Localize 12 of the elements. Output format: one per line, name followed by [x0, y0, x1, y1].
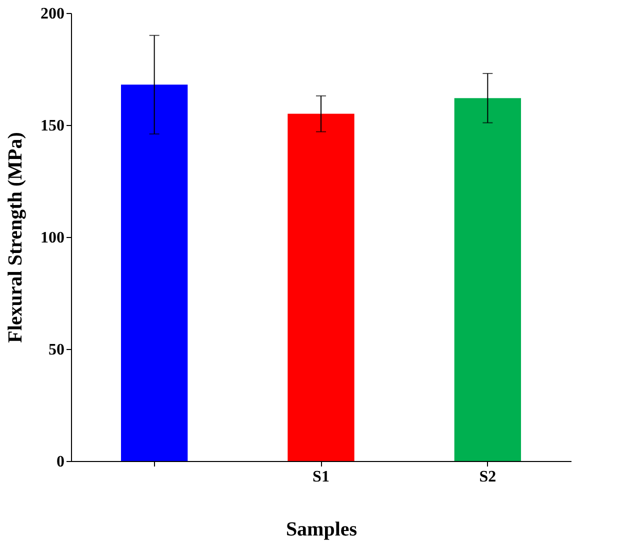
y-axis-title: Flexural Strength (MPa) — [4, 132, 26, 343]
y-tick-label: 50 — [48, 342, 64, 358]
x-tick-label: S1 — [312, 468, 330, 486]
bar — [454, 98, 521, 461]
y-tick-label: 0 — [56, 454, 64, 470]
x-axis-title: Samples — [286, 518, 358, 540]
y-tick-label: 150 — [40, 118, 64, 134]
y-tick-label: 100 — [40, 230, 64, 246]
y-tick-label: 200 — [40, 6, 64, 22]
bar — [121, 84, 188, 461]
bar — [288, 114, 354, 461]
x-tick-label: S2 — [479, 468, 496, 486]
